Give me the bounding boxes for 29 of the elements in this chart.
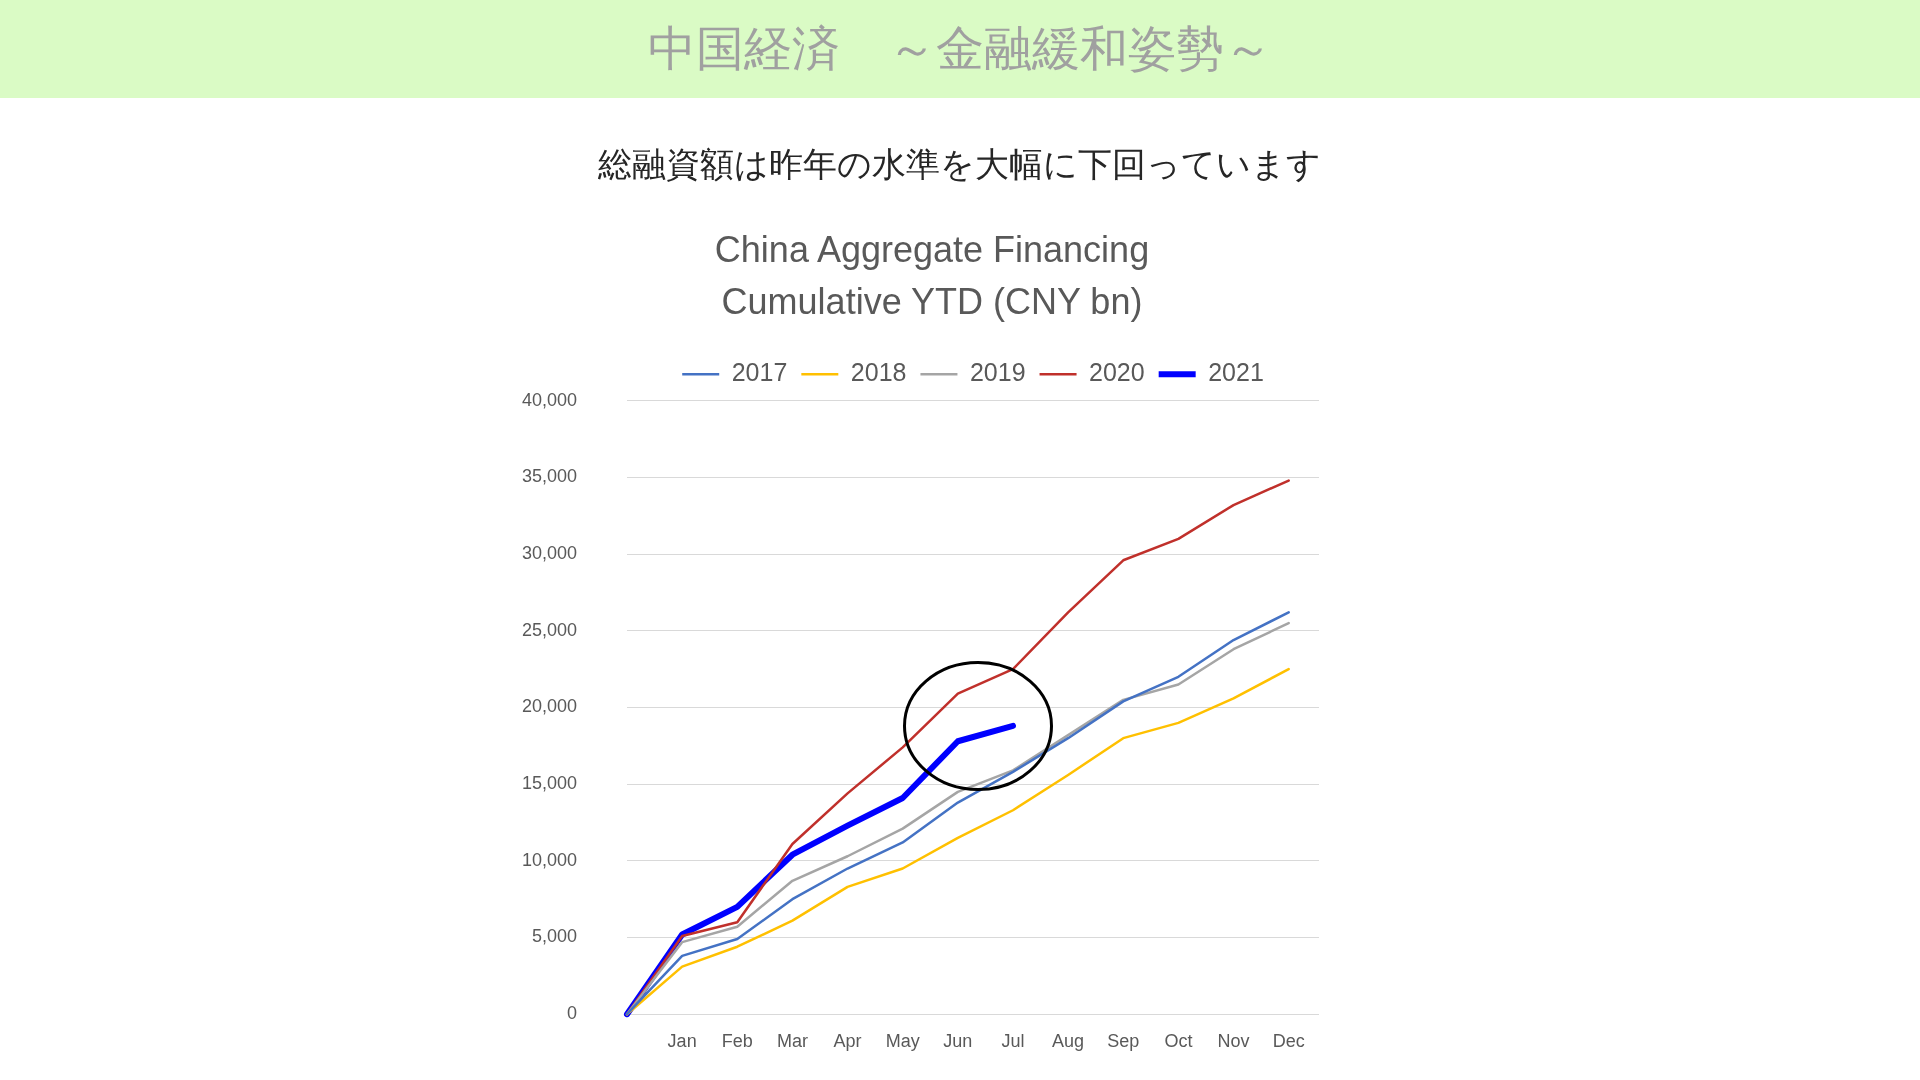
chart-title: 中国経済 ～金融緩和姿勢～	[648, 19, 1272, 78]
x-tick-label: Jul	[1001, 1030, 1025, 1051]
legend-label: 2019	[969, 358, 1026, 387]
x-tick-label: May	[885, 1030, 920, 1051]
x-tick-label: Nov	[1217, 1030, 1250, 1051]
legend-label: 2018	[850, 358, 907, 387]
y-tick-label: 0	[566, 1003, 577, 1024]
y-tick-label: 15,000	[521, 773, 577, 794]
x-tick-label: Oct	[1164, 1030, 1193, 1051]
chart-subtitle: 総融資額は昨年の水準を大幅に下回っています	[597, 144, 1321, 184]
y-tick-label: 10,000	[521, 849, 577, 870]
y-tick-label: 25,000	[521, 619, 577, 640]
x-tick-label: Jan	[667, 1030, 697, 1051]
y-tick-label: 35,000	[521, 466, 577, 487]
x-tick-label: Jun	[943, 1030, 973, 1051]
legend-label: 2020	[1089, 358, 1145, 387]
legend-label: 2017	[731, 358, 788, 387]
x-tick-label: Mar	[776, 1030, 808, 1051]
x-tick-label: Aug	[1052, 1030, 1085, 1051]
x-tick-label: Apr	[833, 1030, 862, 1051]
y-tick-label: 30,000	[521, 543, 577, 564]
y-tick-label: 40,000	[521, 389, 577, 410]
x-tick-label: Feb	[721, 1030, 753, 1051]
y-tick-label: 5,000	[531, 926, 577, 947]
text: China Aggregate Financing Cumulative YTD (CNY bn)	[714, 229, 1150, 322]
y-tick-label: 20,000	[521, 696, 577, 717]
x-tick-label: Sep	[1107, 1030, 1140, 1051]
legend-label: 2021	[1208, 358, 1264, 387]
x-tick-label: Dec	[1272, 1030, 1305, 1051]
